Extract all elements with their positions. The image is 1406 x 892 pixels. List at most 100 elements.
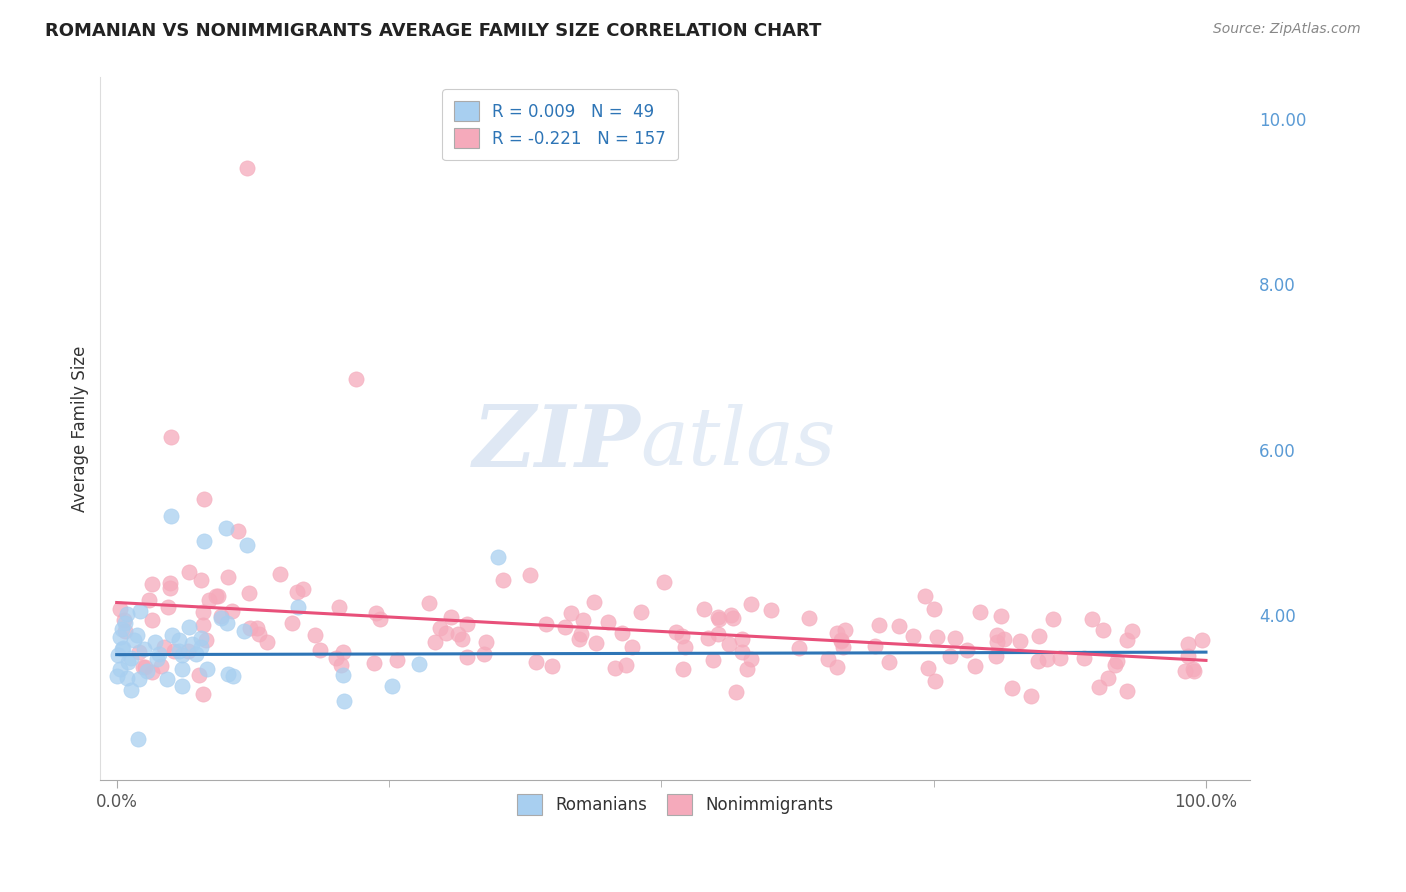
Point [1049, 650, 1071, 665]
Point [863, 639, 886, 653]
Point [731, 645, 754, 659]
Point [1182, 662, 1205, 676]
Point [554, 620, 576, 634]
Point [965, 658, 987, 673]
Point [1091, 623, 1114, 637]
Point [177, 620, 200, 634]
Point [221, 604, 243, 618]
Text: ROMANIAN VS NONIMMIGRANTS AVERAGE FAMILY SIZE CORRELATION CHART: ROMANIAN VS NONIMMIGRANTS AVERAGE FAMILY… [45, 22, 821, 40]
Point [817, 652, 839, 666]
Point [127, 731, 149, 746]
Point [246, 621, 269, 635]
Point [491, 574, 513, 588]
Point [193, 492, 215, 507]
Point [610, 626, 633, 640]
Point [191, 606, 214, 620]
Point [927, 630, 949, 644]
Point [652, 575, 675, 590]
Point [429, 621, 451, 635]
Point [194, 633, 217, 648]
Point [630, 605, 652, 619]
Y-axis label: Average Family Size: Average Family Size [72, 346, 89, 512]
Point [309, 643, 332, 657]
Point [709, 612, 731, 626]
Point [735, 662, 758, 676]
Point [671, 629, 693, 643]
Point [603, 661, 626, 675]
Point [993, 632, 1015, 646]
Point [160, 508, 183, 523]
Point [169, 644, 191, 658]
Point [138, 593, 160, 607]
Point [725, 685, 748, 699]
Point [330, 658, 353, 673]
Point [159, 582, 181, 596]
Point [1121, 624, 1143, 639]
Point [344, 372, 367, 386]
Point [209, 611, 232, 625]
Point [193, 533, 215, 548]
Point [256, 635, 278, 649]
Point [141, 577, 163, 591]
Point [560, 606, 582, 620]
Point [107, 648, 129, 662]
Point [332, 667, 354, 681]
Text: ZIP: ZIP [472, 401, 641, 484]
Point [914, 589, 936, 603]
Point [877, 655, 900, 669]
Point [1116, 632, 1139, 647]
Point [179, 565, 201, 579]
Point [304, 628, 326, 642]
Point [177, 644, 200, 658]
Point [1177, 649, 1199, 664]
Point [292, 582, 315, 596]
Point [269, 566, 291, 581]
Point [827, 626, 849, 640]
Point [114, 615, 136, 630]
Point [163, 644, 186, 658]
Point [222, 669, 245, 683]
Point [456, 649, 478, 664]
Point [831, 640, 853, 654]
Point [536, 616, 558, 631]
Point [236, 161, 259, 176]
Point [131, 659, 153, 673]
Point [1191, 633, 1213, 648]
Point [585, 636, 607, 650]
Point [190, 640, 212, 654]
Point [217, 615, 239, 630]
Point [939, 649, 962, 664]
Point [702, 653, 724, 667]
Point [195, 662, 218, 676]
Point [117, 655, 139, 669]
Point [108, 662, 131, 676]
Point [387, 653, 409, 667]
Point [486, 549, 509, 564]
Point [439, 610, 461, 624]
Point [1028, 629, 1050, 643]
Point [1080, 612, 1102, 626]
Point [148, 647, 170, 661]
Point [218, 570, 240, 584]
Point [112, 613, 135, 627]
Point [159, 576, 181, 591]
Point [128, 672, 150, 686]
Point [152, 640, 174, 654]
Point [141, 665, 163, 680]
Point [1073, 651, 1095, 665]
Point [167, 633, 190, 648]
Point [943, 631, 966, 645]
Point [901, 629, 924, 643]
Point [190, 573, 212, 587]
Point [188, 668, 211, 682]
Point [924, 601, 946, 615]
Point [105, 669, 128, 683]
Point [111, 622, 134, 636]
Point [693, 602, 716, 616]
Point [731, 632, 754, 646]
Point [186, 647, 208, 661]
Point [868, 618, 890, 632]
Point [447, 627, 470, 641]
Point [128, 645, 150, 659]
Point [524, 655, 547, 669]
